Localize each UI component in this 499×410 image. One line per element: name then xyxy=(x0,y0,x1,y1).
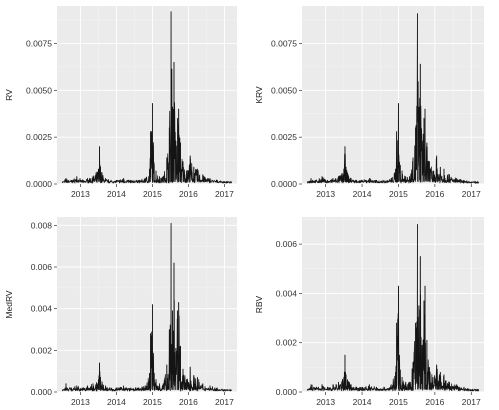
plot-background xyxy=(57,217,237,392)
x-tick-label: 2015 xyxy=(143,189,162,199)
x-tick-label: 2016 xyxy=(425,397,444,407)
x-tick-label: 2017 xyxy=(215,189,234,199)
y-tick-label: 0.002 xyxy=(31,345,53,355)
x-tick-label: 2013 xyxy=(316,189,335,199)
y-tick-label: 0.000 xyxy=(31,387,53,397)
y-tick-label: 0.0075 xyxy=(26,38,52,48)
panel-3: 0.000 0.002 0.004 0.006 0.008 2013 2014 2015 201… xyxy=(4,217,237,407)
series-line-1 xyxy=(307,224,479,392)
x-tick-label: 2013 xyxy=(71,397,90,407)
x-tick-label: 2016 xyxy=(179,397,198,407)
x-tick-label: 2015 xyxy=(143,397,162,407)
x-tick-label: 2014 xyxy=(107,397,126,407)
y-tick-label: 0.0050 xyxy=(26,85,52,95)
plot-background xyxy=(302,6,484,184)
panel-4: 0.000 0.002 0.004 0.006 2013 2014 2015 2016 2017… xyxy=(254,217,484,407)
x-tick-label: 2016 xyxy=(425,189,444,199)
x-tick-label: 2016 xyxy=(179,189,198,199)
y-tick-label: 0.0025 xyxy=(271,132,297,142)
y-axis-title: MedRV xyxy=(4,290,14,319)
plot-background xyxy=(57,6,237,184)
x-tick-label: 2017 xyxy=(462,189,481,199)
x-tick-label: 2017 xyxy=(215,397,234,407)
y-tick-label: 0.0000 xyxy=(271,179,297,189)
plot-background xyxy=(302,217,484,392)
y-tick-label: 0.008 xyxy=(31,220,53,230)
y-tick-label: 0.0025 xyxy=(26,132,52,142)
x-tick-label: 2014 xyxy=(353,397,372,407)
y-tick-label: 0.006 xyxy=(31,262,53,272)
x-tick-label: 2015 xyxy=(389,189,408,199)
y-tick-label: 0.004 xyxy=(31,304,53,314)
y-tick-label: 0.004 xyxy=(276,288,298,298)
y-tick-label: 0.002 xyxy=(276,338,298,348)
series-line-1 xyxy=(62,11,232,184)
panel-2: 0.0000 0.0025 0.0050 0.0075 2013 2014 2015 2016… xyxy=(254,6,484,199)
x-tick-label: 2014 xyxy=(107,189,126,199)
x-tick-label: 2015 xyxy=(389,397,408,407)
x-tick-label: 2017 xyxy=(462,397,481,407)
y-tick-label: 0.006 xyxy=(276,239,298,249)
y-tick-label: 0.000 xyxy=(276,387,298,397)
x-tick-label: 2013 xyxy=(316,397,335,407)
y-axis-title: RV xyxy=(4,89,14,101)
panel-1: 0.0000 0.0025 0.0050 0.0075 2013 2014 2015 2016… xyxy=(4,6,237,199)
y-axis-title: RBV xyxy=(254,295,264,313)
y-axis-title: KRV xyxy=(254,86,264,104)
x-tick-label: 2014 xyxy=(353,189,372,199)
y-tick-label: 0.0000 xyxy=(26,179,52,189)
y-tick-label: 0.0075 xyxy=(271,38,297,48)
x-tick-label: 2013 xyxy=(71,189,90,199)
series-line-1 xyxy=(307,13,479,184)
y-tick-label: 0.0050 xyxy=(271,85,297,95)
